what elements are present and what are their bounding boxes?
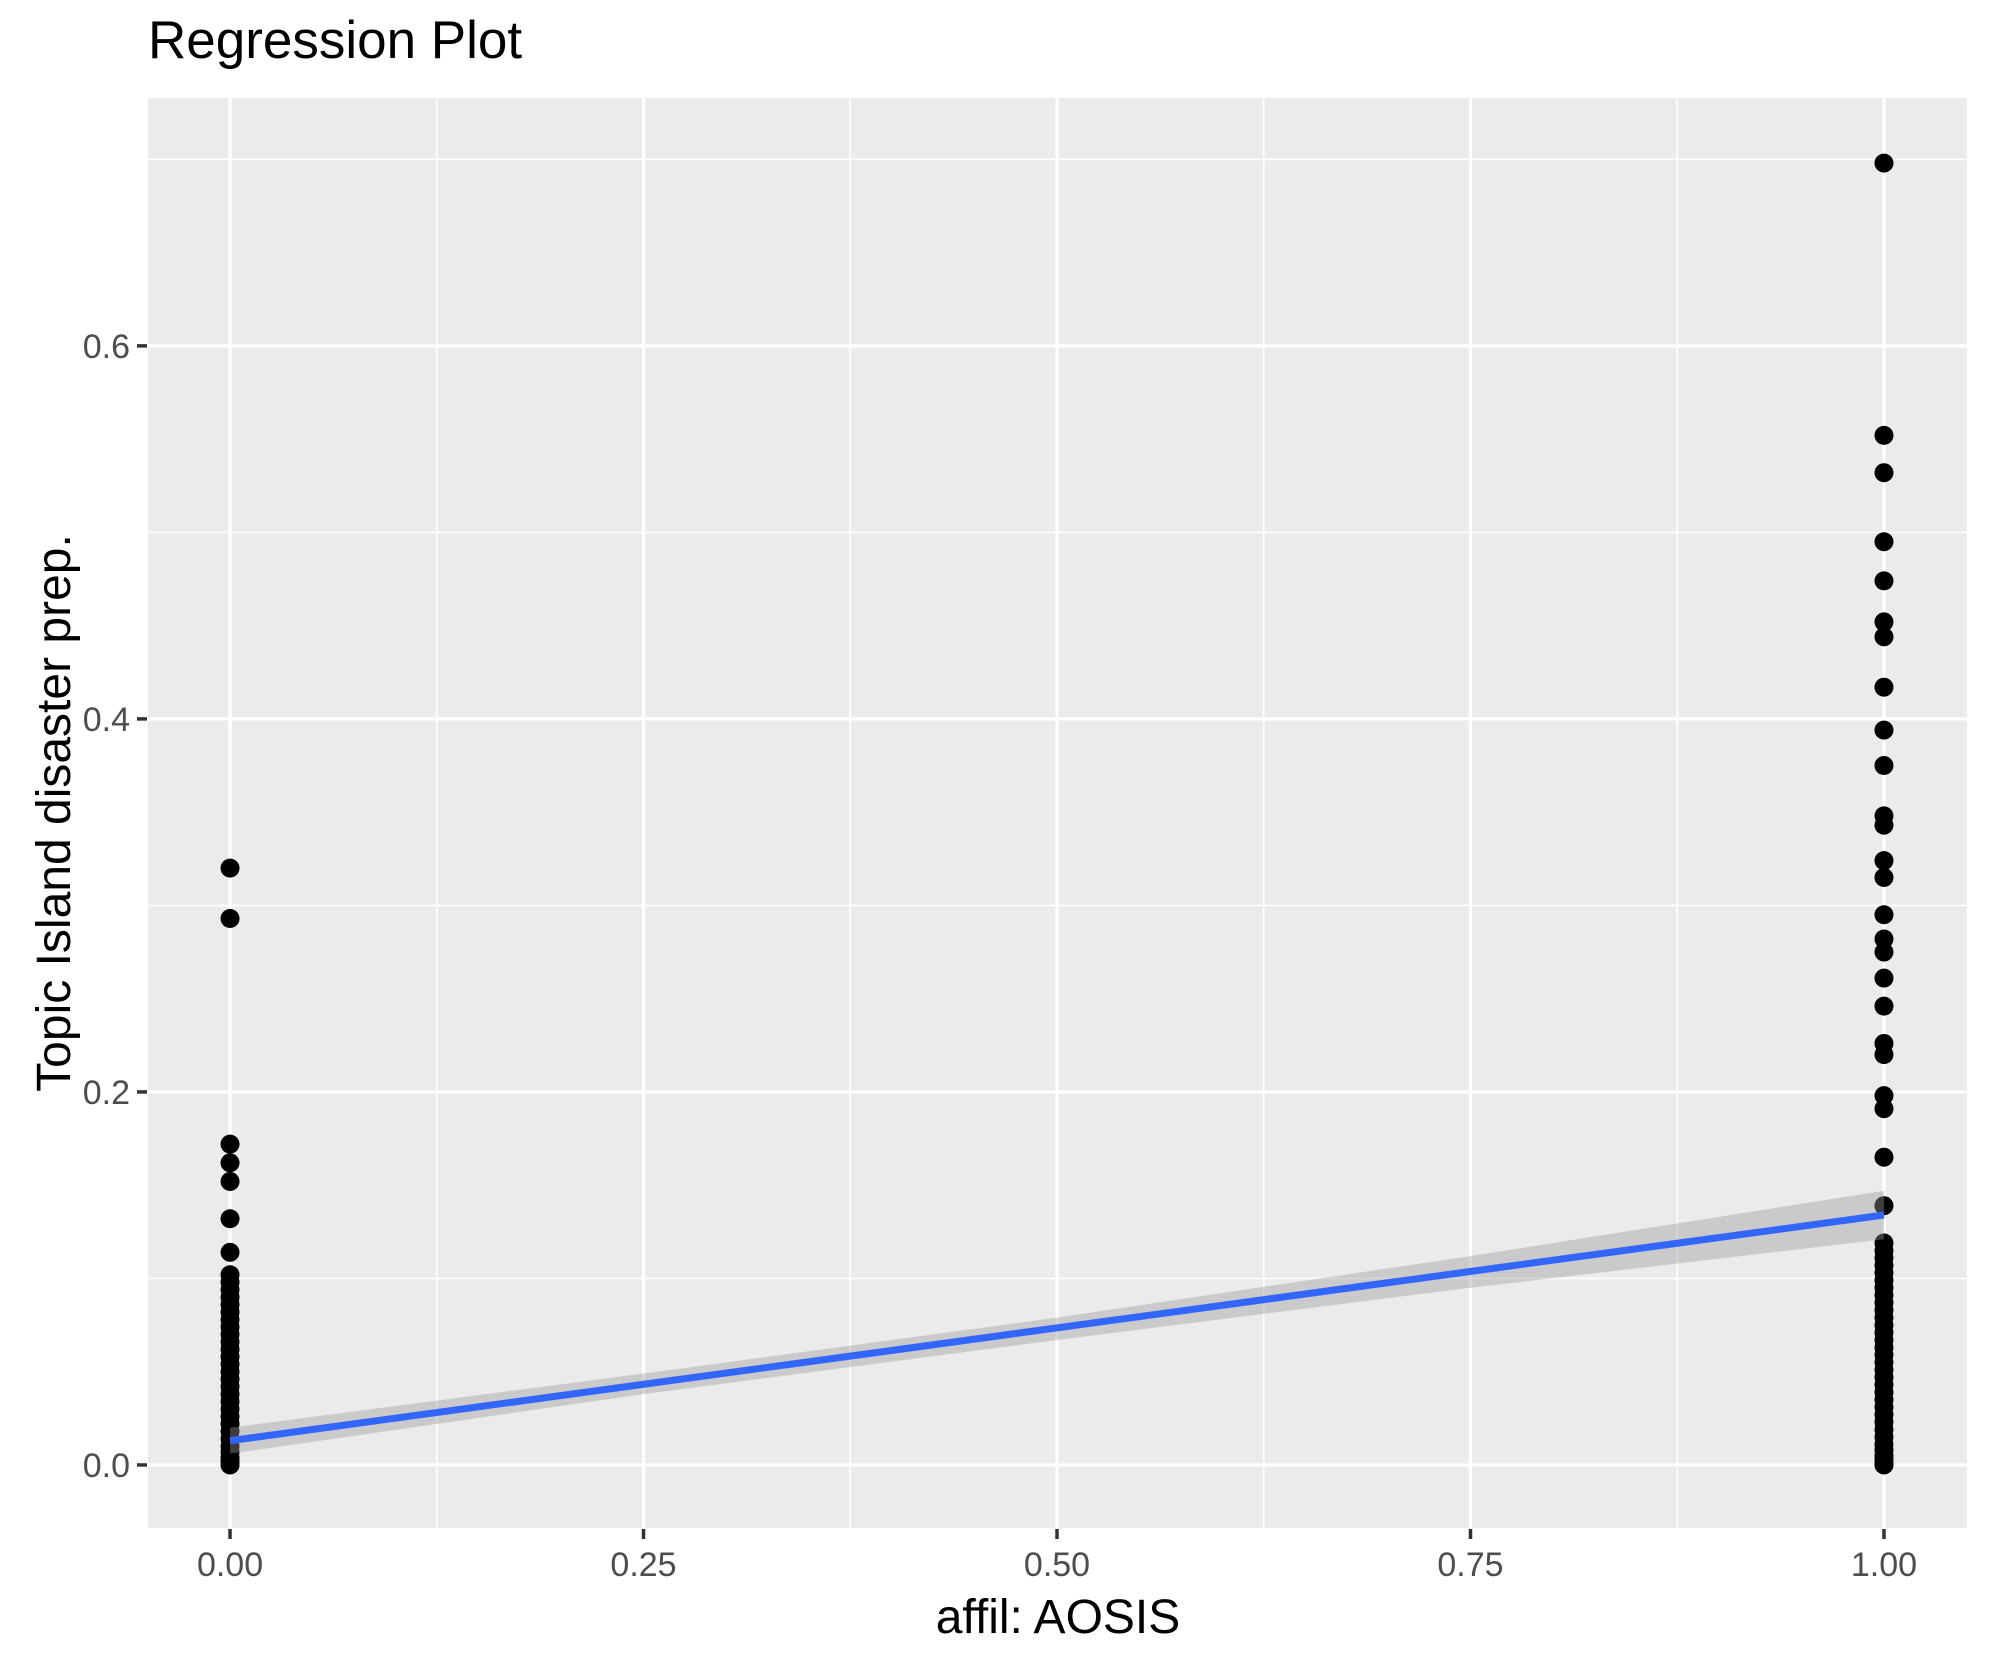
scatter-point bbox=[220, 1209, 240, 1229]
y-tick-label: 0.0 bbox=[83, 1447, 130, 1485]
scatter-point bbox=[220, 1455, 240, 1475]
major-gridlines bbox=[148, 98, 1967, 1528]
y-axis-title: Topic Island disaster prep. bbox=[28, 534, 81, 1092]
scatter-point bbox=[1874, 425, 1894, 445]
x-tick-label: 1.00 bbox=[1851, 1546, 1917, 1584]
confidence-band bbox=[230, 1190, 1884, 1454]
y-tick-label: 0.6 bbox=[83, 328, 130, 366]
scatter-point bbox=[1874, 677, 1894, 697]
axis-tick-marks bbox=[137, 344, 1886, 1539]
scatter-point bbox=[1874, 612, 1894, 632]
scatter-point bbox=[1874, 627, 1894, 647]
scatter-point bbox=[220, 1171, 240, 1191]
scatter-point bbox=[1874, 1196, 1894, 1216]
confidence-band-polygon bbox=[230, 1190, 1884, 1454]
x-tick-label: 0.00 bbox=[197, 1546, 263, 1584]
scatter-point bbox=[1874, 905, 1894, 925]
scatter-point bbox=[1874, 756, 1894, 776]
scatter-points bbox=[220, 153, 1894, 1475]
scatter-point bbox=[1874, 996, 1894, 1016]
scatter-point bbox=[1874, 1045, 1894, 1065]
x-tick-label: 0.25 bbox=[610, 1546, 676, 1584]
y-tick-label: 0.2 bbox=[83, 1074, 130, 1112]
scatter-point bbox=[1874, 851, 1894, 871]
scatter-point bbox=[1874, 929, 1894, 949]
scatter-point bbox=[1874, 532, 1894, 552]
scatter-point bbox=[1874, 1455, 1894, 1475]
scatter-point bbox=[1874, 1099, 1894, 1119]
scatter-point bbox=[1874, 1147, 1894, 1167]
x-axis-title: affil: AOSIS bbox=[936, 1591, 1181, 1644]
scatter-point bbox=[220, 1242, 240, 1262]
x-tick-label: 0.50 bbox=[1024, 1546, 1090, 1584]
x-tick-label: 0.75 bbox=[1437, 1546, 1503, 1584]
scatter-point bbox=[1874, 867, 1894, 887]
scatter-point bbox=[220, 908, 240, 928]
scatter-point bbox=[220, 1153, 240, 1173]
scatter-point bbox=[1874, 571, 1894, 591]
axis-tick-labels: 0.00 0.25 0.50 0.75 1.00 0.0 0.2 0.4 0.6 bbox=[83, 328, 1917, 1584]
scatter-point bbox=[1874, 720, 1894, 740]
scatter-point bbox=[1874, 463, 1894, 483]
scatter-point bbox=[1874, 968, 1894, 988]
scatter-point bbox=[220, 1134, 240, 1154]
scatter-point bbox=[1874, 153, 1894, 173]
scatter-point bbox=[1874, 1086, 1894, 1106]
scatter-point bbox=[1874, 815, 1894, 835]
regression-line-segment bbox=[229, 1211, 1885, 1445]
chart-title: Regression Plot bbox=[148, 11, 522, 70]
y-tick-label: 0.4 bbox=[83, 701, 130, 739]
scatter-point bbox=[220, 858, 240, 878]
regression-line bbox=[229, 1211, 1885, 1445]
scatter-point bbox=[1874, 942, 1894, 962]
